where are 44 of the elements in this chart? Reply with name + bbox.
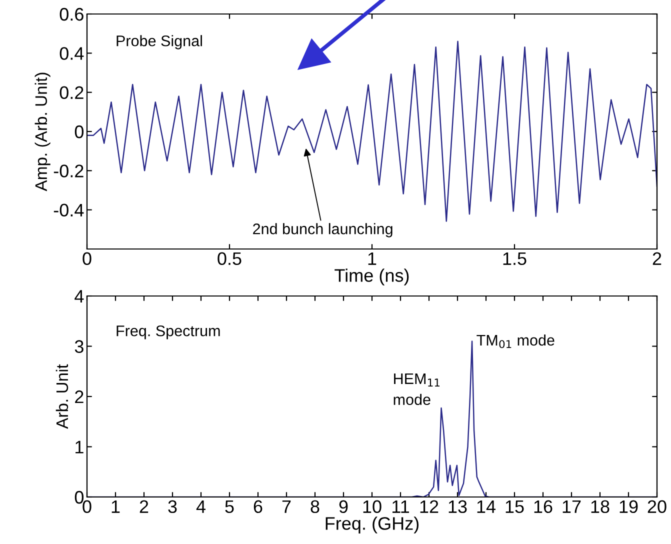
x-tick-label: 2 [140, 500, 148, 513]
annotation: HEM$_{11}$ mode [394, 373, 440, 406]
x-tick-label: 12 [420, 500, 438, 513]
x-tick-label: 18 [591, 500, 610, 514]
x-axis-title: Freq. (GHz) [326, 516, 419, 534]
x-tick-label: 2 [652, 252, 662, 265]
y-tick-label: 0 [74, 125, 84, 138]
x-tick-label: 17 [562, 500, 581, 513]
y-tick-label: -0.4 [54, 204, 84, 217]
y-tick-label: 0.2 [60, 86, 84, 100]
x-tick-label: 1 [368, 252, 376, 265]
x-tick-label: 10 [363, 500, 382, 514]
x-tick-label: 11 [392, 500, 409, 513]
y-axis-title: Amp. (Arb. Unit) [34, 72, 50, 192]
y-tick-label: 3 [74, 340, 84, 353]
x-tick-label: 0.5 [218, 252, 242, 266]
x-tick-label: 9 [339, 500, 348, 514]
x-tick-label: 8 [310, 500, 320, 514]
annotation: 2nd bunch launching [253, 223, 392, 238]
x-tick-label: 15 [506, 500, 524, 514]
x-tick-label: 16 [534, 500, 552, 514]
annotation: Freq. Spectrum [116, 325, 220, 340]
x-axis-title: Time (ns) [334, 268, 409, 286]
y-tick-label: 1 [76, 440, 84, 454]
x-tick-label: 1.5 [503, 252, 526, 266]
annotation: TM$_{01}$ mode [476, 334, 554, 348]
x-tick-label: 19 [620, 500, 638, 514]
x-tick-label: 7 [282, 500, 291, 513]
y-tick-label: 2 [75, 390, 84, 404]
x-tick-label: 4 [196, 500, 206, 513]
y-axis-title: Arb. Unit [56, 364, 68, 429]
y-tick-label: 0 [74, 490, 84, 504]
x-tick-label: 6 [254, 500, 262, 514]
x-tick-label: 14 [477, 500, 496, 513]
annotation: Probe Signal [116, 35, 202, 50]
x-tick-label: 13 [448, 500, 467, 514]
y-tick-label: -0.2 [54, 164, 84, 178]
x-tick-label: 3 [168, 500, 177, 514]
x-tick-label: 5 [225, 500, 234, 514]
x-tick-label: 20 [648, 500, 666, 514]
y-tick-label: 0.4 [60, 47, 84, 60]
y-tick-label: 4 [74, 290, 84, 303]
x-tick-label: 1 [112, 500, 120, 513]
y-tick-label: 0.6 [60, 8, 84, 21]
